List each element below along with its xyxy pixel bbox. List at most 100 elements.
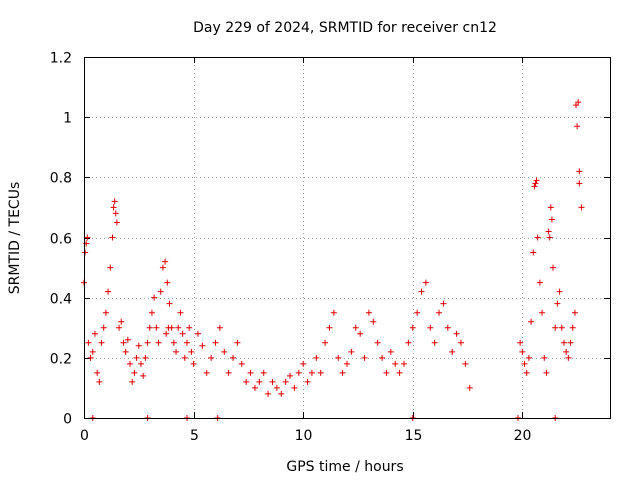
data-point <box>357 330 364 337</box>
data-point <box>576 180 583 187</box>
data-point <box>523 369 530 376</box>
data-point <box>91 330 98 337</box>
data-point <box>374 339 381 346</box>
data-point <box>82 249 89 256</box>
data-point <box>578 204 585 211</box>
data-point <box>405 339 412 346</box>
y-tick-label: 0.8 <box>50 171 72 187</box>
data-point <box>96 378 103 385</box>
data-point <box>335 354 342 361</box>
data-point <box>550 264 557 271</box>
grid-layer <box>84 57 610 418</box>
data-point <box>184 339 191 346</box>
y-tick-label: 0.2 <box>50 352 72 368</box>
data-point <box>122 348 129 355</box>
data-point <box>109 234 116 241</box>
data-point <box>256 378 263 385</box>
data-point <box>558 324 565 331</box>
data-point <box>216 324 223 331</box>
data-point <box>453 330 460 337</box>
data-point <box>175 324 182 331</box>
data-point <box>98 339 105 346</box>
x-tick-label: 15 <box>405 428 423 444</box>
data-point <box>234 339 241 346</box>
data-point <box>225 369 232 376</box>
data-point <box>409 324 416 331</box>
data-point <box>177 309 184 316</box>
x-tick-label: 20 <box>514 428 532 444</box>
data-point <box>313 354 320 361</box>
data-point <box>533 177 540 184</box>
data-point <box>552 324 559 331</box>
points-layer <box>81 99 585 421</box>
chart-title: Day 229 of 2024, SRMTID for receiver cn1… <box>193 20 497 36</box>
data-point <box>151 294 158 301</box>
data-point <box>326 324 333 331</box>
data-point <box>365 309 372 316</box>
data-point <box>287 372 294 379</box>
data-point <box>387 348 394 355</box>
data-point <box>203 369 210 376</box>
data-point <box>129 378 136 385</box>
data-point <box>300 360 307 367</box>
data-point <box>541 354 548 361</box>
data-point <box>111 198 118 205</box>
data-point <box>163 330 170 337</box>
data-point <box>144 339 151 346</box>
labels-layer: 0 0.2 0.4 0.6 0.8 1 1.2 0 5 10 15 20 <box>50 51 532 445</box>
data-point <box>554 300 561 307</box>
data-point <box>87 354 94 361</box>
data-point <box>556 288 563 295</box>
data-point <box>422 279 429 286</box>
data-point <box>530 249 537 256</box>
data-point <box>370 318 377 325</box>
data-point <box>317 369 324 376</box>
data-point <box>576 168 583 175</box>
x-axis-label: GPS time / hours <box>286 459 403 475</box>
data-point <box>575 99 582 106</box>
data-point <box>531 183 538 190</box>
data-point <box>547 204 554 211</box>
data-point <box>539 309 546 316</box>
data-point <box>563 348 570 355</box>
data-point <box>457 339 464 346</box>
data-point <box>278 390 285 397</box>
data-point <box>466 384 473 391</box>
data-point <box>295 369 302 376</box>
data-point <box>449 348 456 355</box>
data-point <box>383 369 390 376</box>
data-point <box>291 384 298 391</box>
data-point <box>118 318 125 325</box>
data-point <box>131 369 138 376</box>
data-point <box>140 372 147 379</box>
data-point <box>396 369 403 376</box>
data-point <box>260 369 267 376</box>
data-point <box>190 360 197 367</box>
data-point <box>339 369 346 376</box>
data-point <box>525 354 532 361</box>
data-point <box>107 264 114 271</box>
data-point <box>110 204 117 211</box>
data-point <box>265 390 272 397</box>
data-point <box>146 324 153 331</box>
data-point <box>173 348 180 355</box>
data-point <box>116 324 123 331</box>
data-point <box>124 336 131 343</box>
data-point <box>431 339 438 346</box>
data-point <box>181 354 188 361</box>
data-point <box>112 210 119 217</box>
data-point <box>282 378 289 385</box>
data-point <box>543 369 550 376</box>
data-point <box>379 354 386 361</box>
data-point <box>344 360 350 367</box>
data-point <box>159 264 166 271</box>
data-point <box>436 309 443 316</box>
x-tick-label: 10 <box>295 428 313 444</box>
data-point <box>84 234 91 241</box>
data-point <box>157 288 164 295</box>
data-point <box>127 360 134 367</box>
data-point <box>352 324 359 331</box>
data-point <box>194 330 201 337</box>
data-point <box>164 279 171 286</box>
